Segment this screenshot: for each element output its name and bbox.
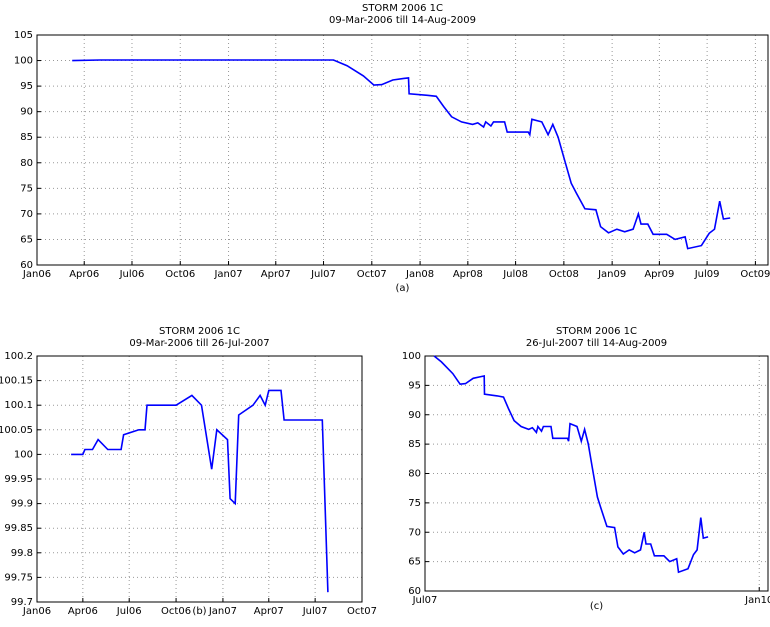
x-tick-label: Jan08	[405, 269, 434, 280]
x-tick-label: Apr07	[254, 606, 284, 617]
x-tick-label: Jul08	[502, 269, 528, 280]
y-tick-label: 100.2	[4, 351, 33, 362]
plot-frame	[36, 34, 769, 266]
plot-frame	[36, 355, 363, 603]
plot-frame	[424, 355, 769, 592]
x-axis-label: (b)	[192, 606, 206, 617]
y-tick-label: 75	[408, 498, 421, 509]
y-tick-label: 75	[20, 183, 33, 194]
y-tick-label: 90	[20, 107, 33, 118]
data-line	[72, 59, 731, 250]
x-tick-label: Oct06	[165, 269, 195, 280]
y-tick-label: 100.15	[0, 376, 33, 387]
chart-title: STORM 2006 1C	[362, 3, 443, 14]
x-axis-label: (c)	[590, 601, 603, 612]
y-tick-label: 85	[20, 132, 33, 143]
y-tick-label: 100.1	[4, 400, 33, 411]
x-tick-label: Oct08	[549, 269, 579, 280]
x-tick-label: Jul07	[412, 595, 438, 606]
y-tick-label: 99.8	[11, 548, 33, 559]
x-tick-label: Oct07	[347, 606, 377, 617]
x-tick-label: Jan06	[22, 269, 51, 280]
y-tick-label: 100.05	[0, 425, 33, 436]
y-tick-label: 95	[20, 81, 33, 92]
y-tick-label: 70	[408, 527, 421, 538]
chart-subtitle: 09-Mar-2006 till 14-Aug-2009	[329, 15, 476, 26]
x-tick-label: Jul07	[302, 606, 328, 617]
y-tick-label: 100	[14, 56, 33, 67]
y-tick-label: 99.9	[11, 499, 33, 510]
x-tick-label: Jul09	[694, 269, 720, 280]
y-tick-label: 60	[408, 586, 421, 597]
y-tick-label: 65	[20, 234, 33, 245]
x-tick-label: Oct06	[161, 606, 191, 617]
x-tick-label: Apr07	[261, 269, 291, 280]
y-tick-label: 80	[20, 158, 33, 169]
y-tick-label: 100	[402, 351, 421, 362]
x-tick-label: Jan06	[22, 606, 51, 617]
y-tick-label: 95	[408, 380, 421, 391]
y-tick-label: 85	[408, 439, 421, 450]
x-tick-label: Jan09	[597, 269, 626, 280]
chart-title: STORM 2006 1C	[159, 326, 240, 337]
y-tick-label: 105	[14, 30, 33, 41]
data-line	[433, 355, 709, 574]
x-tick-label: Jul07	[310, 269, 336, 280]
data-line	[71, 389, 329, 593]
y-tick-label: 99.95	[4, 474, 33, 485]
chart-subtitle: 26-Jul-2007 till 14-Aug-2009	[526, 338, 667, 349]
x-tick-label: Jul06	[116, 606, 142, 617]
x-tick-label: Apr06	[68, 606, 98, 617]
y-tick-label: 90	[408, 410, 421, 421]
y-tick-label: 60	[20, 260, 33, 271]
chart-subtitle: 09-Mar-2006 till 26-Jul-2007	[129, 338, 269, 349]
x-tick-label: Oct09	[740, 269, 770, 280]
y-tick-label: 80	[408, 469, 421, 480]
x-axis-label: (a)	[396, 283, 410, 294]
x-tick-label: Apr06	[69, 269, 99, 280]
x-tick-label: Apr08	[453, 269, 483, 280]
x-tick-label: Jan07	[213, 269, 242, 280]
y-tick-label: 99.75	[4, 572, 33, 583]
y-tick-label: 65	[408, 557, 421, 568]
y-tick-label: 100	[14, 449, 33, 460]
x-tick-label: Apr09	[644, 269, 674, 280]
x-tick-label: Jan10	[744, 595, 770, 606]
y-tick-label: 70	[20, 209, 33, 220]
chart-title: STORM 2006 1C	[556, 326, 637, 337]
y-tick-label: 99.85	[4, 523, 33, 534]
x-tick-label: Oct07	[357, 269, 387, 280]
y-tick-label: 99.7	[11, 597, 33, 608]
x-tick-label: Jul06	[119, 269, 145, 280]
x-tick-label: Jan07	[208, 606, 237, 617]
